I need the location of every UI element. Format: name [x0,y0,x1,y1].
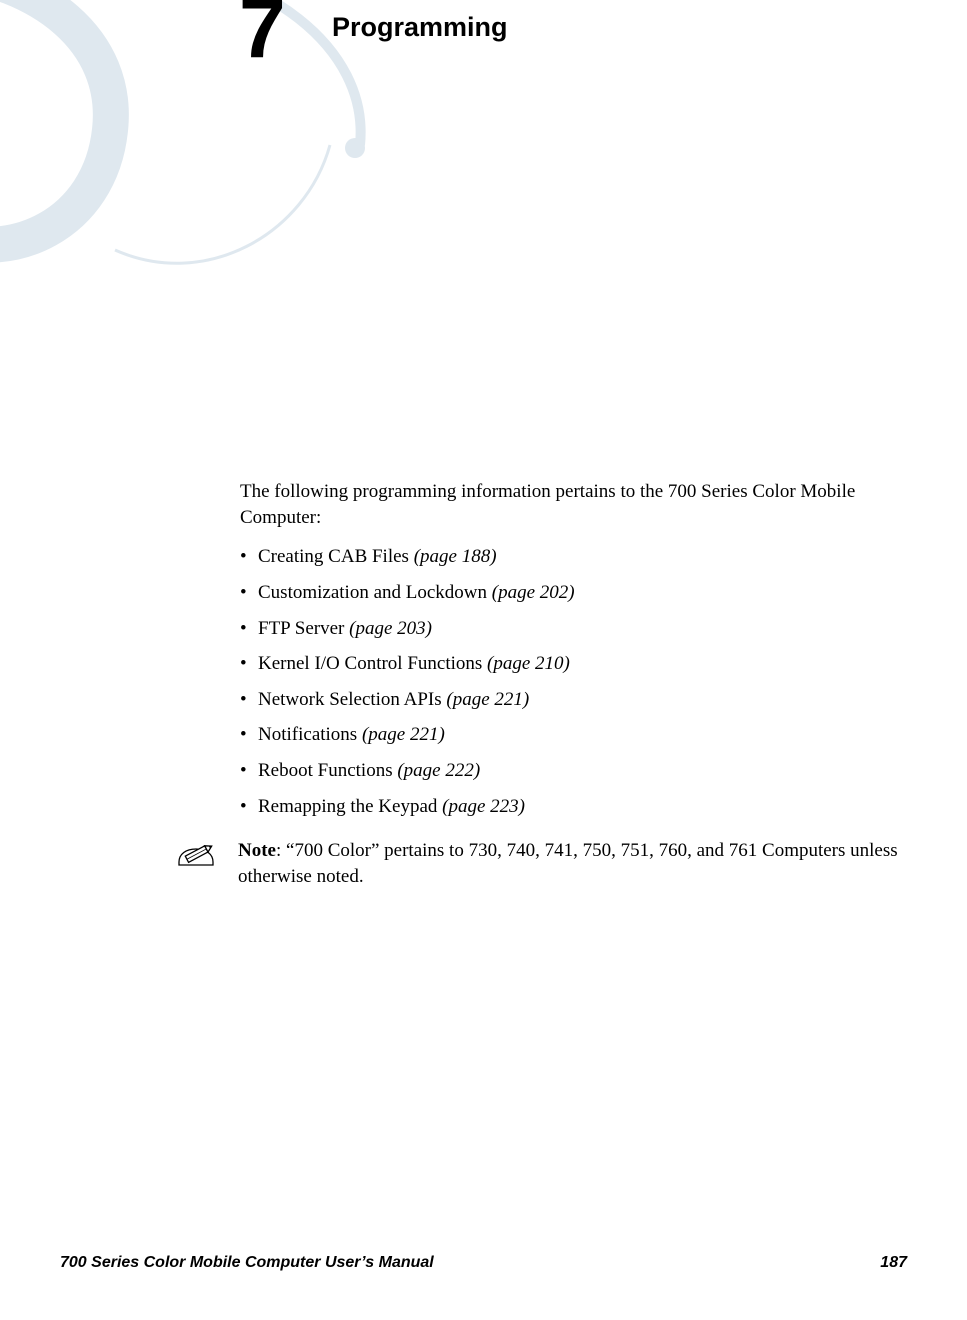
list-item: Notifications (page 221) [240,722,900,748]
intro-paragraph: The following programming information pe… [240,479,900,530]
decorative-swirl-icon [0,0,400,360]
list-item: Creating CAB Files (page 188) [240,544,900,570]
page-ref: (page 203) [349,618,432,639]
footer-title: 700 Series Color Mobile Computer User’s … [60,1254,434,1272]
list-item: Customization and Lockdown (page 202) [240,580,900,606]
list-item-text: Kernel I/O Control Functions [258,653,482,674]
note-label: Note [238,840,276,861]
list-item-text: Remapping the Keypad [258,796,437,817]
note-block: Note: “700 Color” pertains to 730, 740, … [176,838,900,889]
page-ref: (page 210) [487,653,570,674]
list-item: Kernel I/O Control Functions (page 210) [240,651,900,677]
page-ref: (page 221) [362,724,445,745]
list-item-text: FTP Server [258,618,344,639]
page-footer: 700 Series Color Mobile Computer User’s … [60,1254,907,1272]
list-item: FTP Server (page 203) [240,616,900,642]
note-pencil-icon [176,840,216,875]
footer-page-number: 187 [880,1254,907,1272]
page-ref: (page 221) [446,689,529,710]
page-ref: (page 188) [414,546,497,567]
note-text: Note: “700 Color” pertains to 730, 740, … [238,838,900,889]
list-item: Network Selection APIs (page 221) [240,687,900,713]
list-item-text: Customization and Lockdown [258,582,487,603]
body-content: The following programming information pe… [240,479,900,829]
note-body: : “700 Color” pertains to 730, 740, 741,… [238,840,898,887]
chapter-number: 7 [239,0,286,70]
list-item-text: Network Selection APIs [258,689,442,710]
list-item-text: Notifications [258,724,357,745]
page-ref: (page 222) [397,760,480,781]
list-item-text: Creating CAB Files [258,546,409,567]
bullet-list: Creating CAB Files (page 188) Customizat… [240,544,900,819]
list-item-text: Reboot Functions [258,760,393,781]
list-item: Remapping the Keypad (page 223) [240,794,900,820]
chapter-title: Programming [332,12,508,43]
page-ref: (page 202) [492,582,575,603]
list-item: Reboot Functions (page 222) [240,758,900,784]
page-ref: (page 223) [442,796,525,817]
